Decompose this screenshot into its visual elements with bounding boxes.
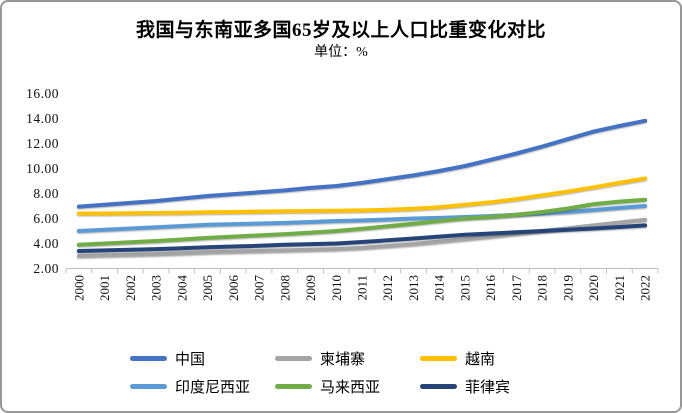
x-axis-label: 2016 [483,275,498,302]
x-axis-label: 2020 [586,275,601,301]
x-axis-label: 2013 [406,275,421,301]
x-axis-label: 2007 [252,275,267,302]
series-line-indonesia [76,204,648,233]
legend-label: 菲律宾 [465,380,511,396]
legend-label: 越南 [465,352,496,368]
x-axis-label: 2022 [638,275,653,301]
legend-item-cambodia: 柬埔寨 [275,348,420,369]
x-axis-label: 2011 [355,275,370,301]
chart-title: 我国与东南亚多国65岁及以上人口比重变化对比 [135,20,546,41]
x-axis-label: 2021 [612,275,627,301]
x-axis-label: 2017 [509,275,524,302]
y-axis-label: 10.00 [26,161,59,176]
legend-item-philippines: 菲律宾 [420,376,590,397]
legend-label: 中国 [175,352,206,368]
x-axis-label: 2000 [71,275,86,301]
x-axis-label: 2015 [457,275,472,301]
x-axis-label: 2005 [200,275,215,301]
x-axis-label: 2009 [303,275,318,301]
legend-item-china: 中国 [130,348,275,369]
legend-item-malaysia: 马来西亚 [275,376,420,397]
series-line-china [76,118,648,209]
legend-line-icon [130,356,167,361]
legend: 中国 柬埔寨 越南印度尼西亚 马来西亚 菲律宾 [130,348,590,397]
legend-line-icon [275,356,312,361]
y-axis-label: 16.00 [26,86,59,101]
series-line-vietnam [76,176,648,216]
legend-label: 印度尼西亚 [175,380,251,396]
x-axis-label: 2006 [226,275,241,302]
x-axis-label: 2019 [560,275,575,301]
x-axis-label: 2001 [97,275,112,301]
y-axis-label: 2.00 [33,261,59,276]
x-axis-label: 2018 [535,275,550,301]
x-axis-label: 2014 [432,275,447,302]
series-line-malaysia [76,197,648,247]
series-line-philippines [76,223,648,253]
y-axis-label: 12.00 [26,136,59,151]
legend-item-indonesia: 印度尼西亚 [130,376,275,397]
legend-line-icon [275,384,312,389]
x-axis-label: 2002 [123,275,138,301]
legend-line-icon [420,384,457,389]
y-axis-label: 8.00 [33,186,59,201]
legend-item-vietnam: 越南 [420,348,590,369]
y-axis-label: 4.00 [33,236,59,251]
y-axis-label: 14.00 [26,111,59,126]
x-axis-label: 2004 [174,275,189,302]
legend-label: 柬埔寨 [320,352,366,368]
legend-line-icon [130,384,167,389]
x-axis-label: 2012 [380,275,395,301]
x-axis-label: 2010 [329,275,344,301]
y-axis-label: 6.00 [33,211,59,226]
legend-label: 马来西亚 [320,380,381,396]
x-axis-label: 2008 [277,275,292,301]
legend-line-icon [420,356,457,361]
x-axis-label: 2003 [149,275,164,301]
chart-unit-label: 单位：% [314,45,368,60]
